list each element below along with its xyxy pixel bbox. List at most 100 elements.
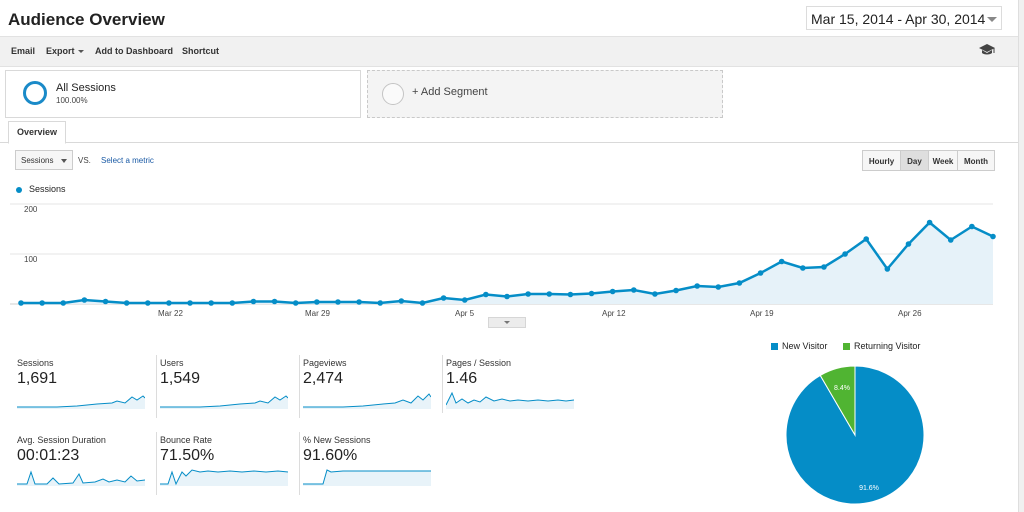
legend-label: Sessions [29,184,66,194]
metric-value: 1.46 [446,370,478,387]
add-to-dashboard-button[interactable]: Add to Dashboard [95,46,173,56]
hourly-button[interactable]: Hourly [862,150,901,171]
data-point[interactable] [652,291,658,297]
legend-swatch [843,343,850,350]
y-tick-label: 200 [24,205,38,214]
week-button[interactable]: Week [928,150,958,171]
data-point[interactable] [609,288,616,295]
shortcut-button[interactable]: Shortcut [182,46,219,56]
metric-card-pageviews[interactable]: Pageviews 2,474 [299,355,437,418]
data-point[interactable] [715,284,722,290]
metric-card-avg-session-duration[interactable]: Avg. Session Duration 00:01:23 [14,432,151,495]
data-point[interactable] [398,298,405,304]
metric-value: 71.50% [160,447,215,464]
x-tick-label: Apr 12 [602,309,626,318]
metric-value: 1,549 [160,370,201,387]
email-button[interactable]: Email [11,46,36,56]
metric-value: 91.60% [303,447,358,464]
data-point[interactable] [630,287,637,293]
data-point[interactable] [250,298,257,305]
segment-all-sessions[interactable]: All Sessions 100.00% [5,70,361,118]
date-range-picker[interactable]: Mar 15, 2014 - Apr 30, 2014 [806,6,1002,30]
data-point[interactable] [483,291,489,298]
month-button[interactable]: Month [957,150,995,171]
data-point[interactable] [673,287,679,294]
data-point[interactable] [947,237,954,243]
data-point[interactable] [208,300,214,306]
data-point[interactable] [990,233,996,240]
data-point[interactable] [377,300,384,306]
segment-name: All Sessions [56,82,116,94]
x-tick-label: Mar 22 [158,309,183,318]
metric-card-users[interactable]: Users 1,549 [156,355,294,418]
sparkline [303,469,431,486]
add-segment-button[interactable]: + Add Segment [367,70,723,118]
scrollbar[interactable] [1018,0,1024,512]
data-point[interactable] [60,300,67,306]
data-point[interactable] [144,300,151,306]
report-toolbar: Email Export Add to Dashboard Shortcut [0,36,1018,67]
pie-legend-returning-visitor: Returning Visitor [854,341,921,351]
sessions-line-chart [10,203,996,306]
sparkline [160,395,288,409]
sparkline [17,395,145,409]
data-point[interactable] [800,265,806,271]
metric-card-bounce-rate[interactable]: Bounce Rate 71.50% [156,432,294,495]
data-point[interactable] [884,266,891,272]
metric-card-new-sessions[interactable]: % New Sessions 91.60% [299,432,437,495]
data-point[interactable] [461,297,468,303]
data-point[interactable] [419,300,426,306]
data-point[interactable] [123,300,130,306]
chevron-down-icon [504,321,510,324]
data-point[interactable] [525,291,531,297]
select-metric-link[interactable]: Select a metric [101,156,154,165]
data-point[interactable] [229,300,236,306]
sparkline [446,391,574,409]
data-point[interactable] [842,251,848,257]
visitor-pie-chart: 91.6% 8.4% [785,365,925,505]
sparkline [303,393,431,409]
data-point[interactable] [102,298,109,305]
export-menu[interactable]: Export [46,46,84,56]
day-button[interactable]: Day [900,150,929,171]
data-point[interactable] [757,270,764,276]
series-area [21,222,993,304]
data-point[interactable] [314,299,320,305]
data-point[interactable] [821,264,827,270]
data-point[interactable] [546,291,553,297]
metric-dropdown[interactable]: Sessions [15,150,73,170]
graduation-cap-icon[interactable] [978,43,996,57]
data-point[interactable] [39,300,45,306]
data-point[interactable] [504,293,510,300]
metric-label: Pageviews [303,358,347,368]
data-point[interactable] [356,299,362,305]
data-point[interactable] [292,300,299,306]
chart-collapse-handle[interactable] [488,317,526,328]
data-point[interactable] [736,280,743,286]
data-point[interactable] [588,290,595,297]
data-point[interactable] [778,258,785,265]
legend-swatch [771,343,778,350]
data-point[interactable] [271,298,278,305]
data-point[interactable] [166,300,172,306]
pie-slice[interactable] [819,365,856,437]
metric-card-sessions[interactable]: Sessions 1,691 [14,355,151,418]
data-point[interactable] [187,300,193,306]
data-point[interactable] [335,299,341,305]
data-point[interactable] [969,223,975,230]
tab-overview[interactable]: Overview [8,121,66,144]
data-point[interactable] [18,300,24,306]
page-title: Audience Overview [8,10,165,29]
data-point[interactable] [863,236,870,242]
data-point[interactable] [440,295,447,301]
data-point[interactable] [926,219,933,226]
legend-dot [16,187,22,193]
data-point[interactable] [905,241,912,247]
data-point[interactable] [81,297,88,303]
segment-ring-icon [23,81,47,105]
data-point[interactable] [567,291,574,298]
data-point[interactable] [694,283,700,289]
metric-card-pages-per-session[interactable]: Pages / Session 1.46 [442,355,580,413]
metric-label: Sessions [17,358,54,368]
chevron-down-icon [61,159,67,163]
